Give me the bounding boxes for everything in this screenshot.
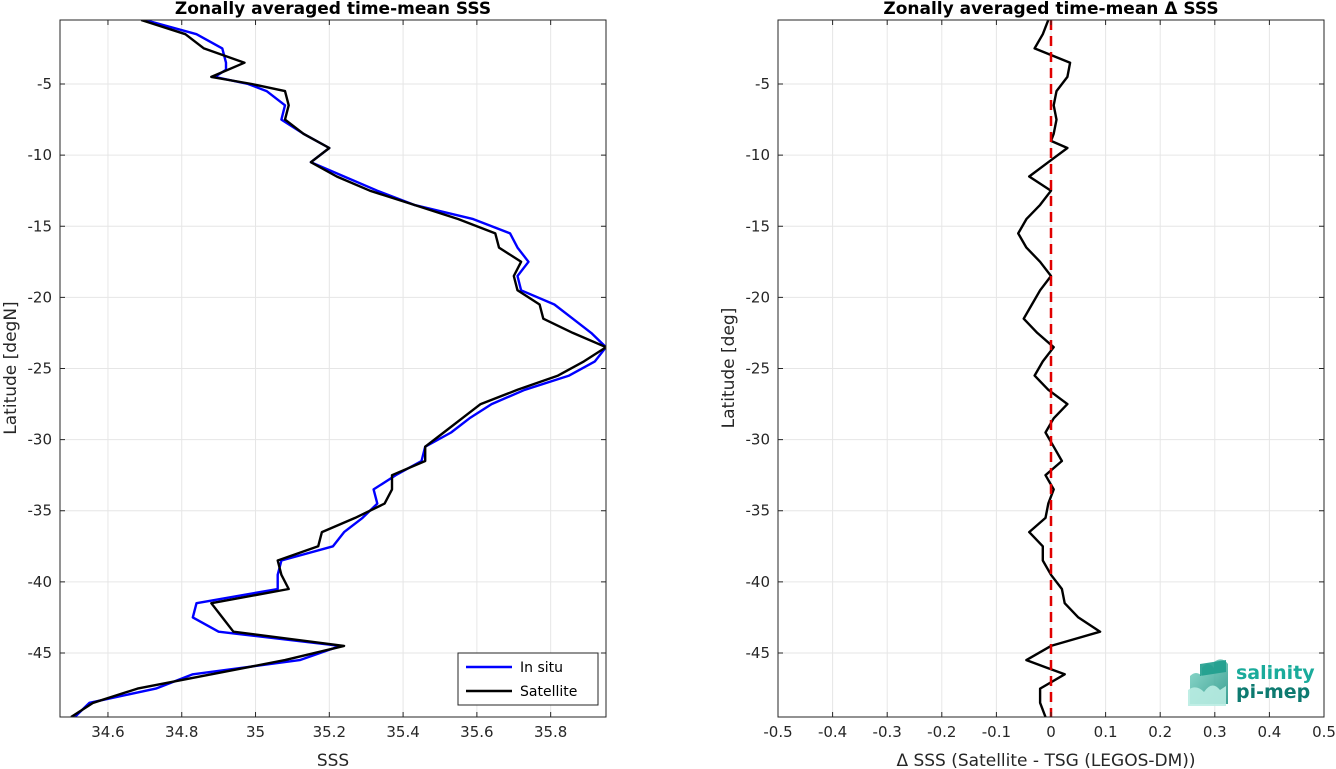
- ticks: -0.5 -0.4 -0.3 -0.2 -0.1 0 0.1 0.2 0.3 0.4 0.5 -5 -1…: [746, 20, 1336, 741]
- y-axis-label: Latitude [deg]: [719, 308, 739, 429]
- series-group: [1017, 20, 1102, 717]
- y-tick-label: -5: [37, 75, 52, 93]
- logo-text-pi-mep: pi-mep: [1236, 681, 1310, 703]
- y-tick-label: -30: [28, 431, 53, 449]
- x-tick-label: -0.3: [873, 723, 902, 741]
- x-tick-label: -0.4: [818, 723, 847, 741]
- x-axis-label: Δ SSS (Satellite - TSG (LEGOS-DM)): [896, 751, 1195, 769]
- y-tick-label: -40: [28, 573, 53, 591]
- logo-text-salinity: salinity: [1236, 662, 1315, 684]
- x-tick-label: 0.3: [1203, 723, 1227, 741]
- salinity-pi-mep-logo: salinity pi-mep: [1188, 659, 1315, 706]
- y-tick-label: -45: [28, 644, 53, 662]
- y-tick-label: -25: [746, 360, 771, 378]
- x-axis-label: SSS: [317, 751, 349, 769]
- series-line-in-situ: [73, 20, 606, 717]
- x-tick-label: 35: [246, 723, 265, 741]
- y-tick-label: -10: [28, 146, 53, 164]
- x-tick-label: -0.2: [927, 723, 956, 741]
- legend: In situ Satellite: [457, 652, 599, 706]
- y-tick-label: -45: [746, 644, 771, 662]
- ticks: 34.6 34.8 35 35.2 35.4 35.6 35.8 -5 -10 -15 -20 -25…: [28, 20, 606, 741]
- y-tick-label: -20: [28, 288, 53, 306]
- x-tick-label: 0.2: [1148, 723, 1172, 741]
- x-tick-label: 35.6: [460, 723, 493, 741]
- sss-panel: 34.6 34.8 35 35.2 35.4 35.6 35.8 -5 -10 -15 -20 -25…: [1, 0, 607, 769]
- grid: [60, 20, 606, 717]
- legend-box: [457, 652, 599, 706]
- series-group: [70, 20, 606, 717]
- x-tick-label: 0.5: [1312, 723, 1336, 741]
- legend-label-in-situ: In situ: [520, 660, 563, 676]
- x-tick-label: 35.4: [386, 723, 419, 741]
- y-axis-label: Latitude [degN]: [1, 301, 21, 434]
- delta-sss-panel: -0.5 -0.4 -0.3 -0.2 -0.1 0 0.1 0.2 0.3 0.4 0.5 -5 -1…: [719, 0, 1336, 769]
- y-tick-label: -35: [746, 502, 771, 520]
- x-tick-label: 35.8: [534, 723, 567, 741]
- y-tick-label: -5: [755, 75, 770, 93]
- series-line-satellite: [70, 20, 606, 717]
- logo-wave-icon: [1188, 659, 1228, 706]
- y-tick-label: -25: [28, 360, 53, 378]
- x-tick-label: -0.5: [763, 723, 792, 741]
- y-tick-label: -15: [746, 217, 771, 235]
- chart-title: Zonally averaged time-mean Δ SSS: [883, 0, 1218, 19]
- x-tick-label: 0: [1046, 723, 1056, 741]
- y-tick-label: -20: [746, 288, 771, 306]
- legend-label-satellite: Satellite: [520, 684, 577, 700]
- x-tick-label: 0.1: [1094, 723, 1118, 741]
- x-tick-label: -0.1: [982, 723, 1011, 741]
- y-tick-label: -10: [746, 146, 771, 164]
- x-tick-label: 35.2: [313, 723, 346, 741]
- x-tick-label: 34.8: [165, 723, 198, 741]
- y-tick-label: -40: [746, 573, 771, 591]
- chart-title: Zonally averaged time-mean SSS: [175, 0, 491, 19]
- series-line-delta-sss: [1017, 20, 1102, 717]
- x-tick-label: 0.4: [1257, 723, 1281, 741]
- y-tick-label: -15: [28, 217, 53, 235]
- x-tick-label: 34.6: [91, 723, 124, 741]
- y-tick-label: -30: [746, 431, 771, 449]
- y-tick-label: -35: [28, 502, 53, 520]
